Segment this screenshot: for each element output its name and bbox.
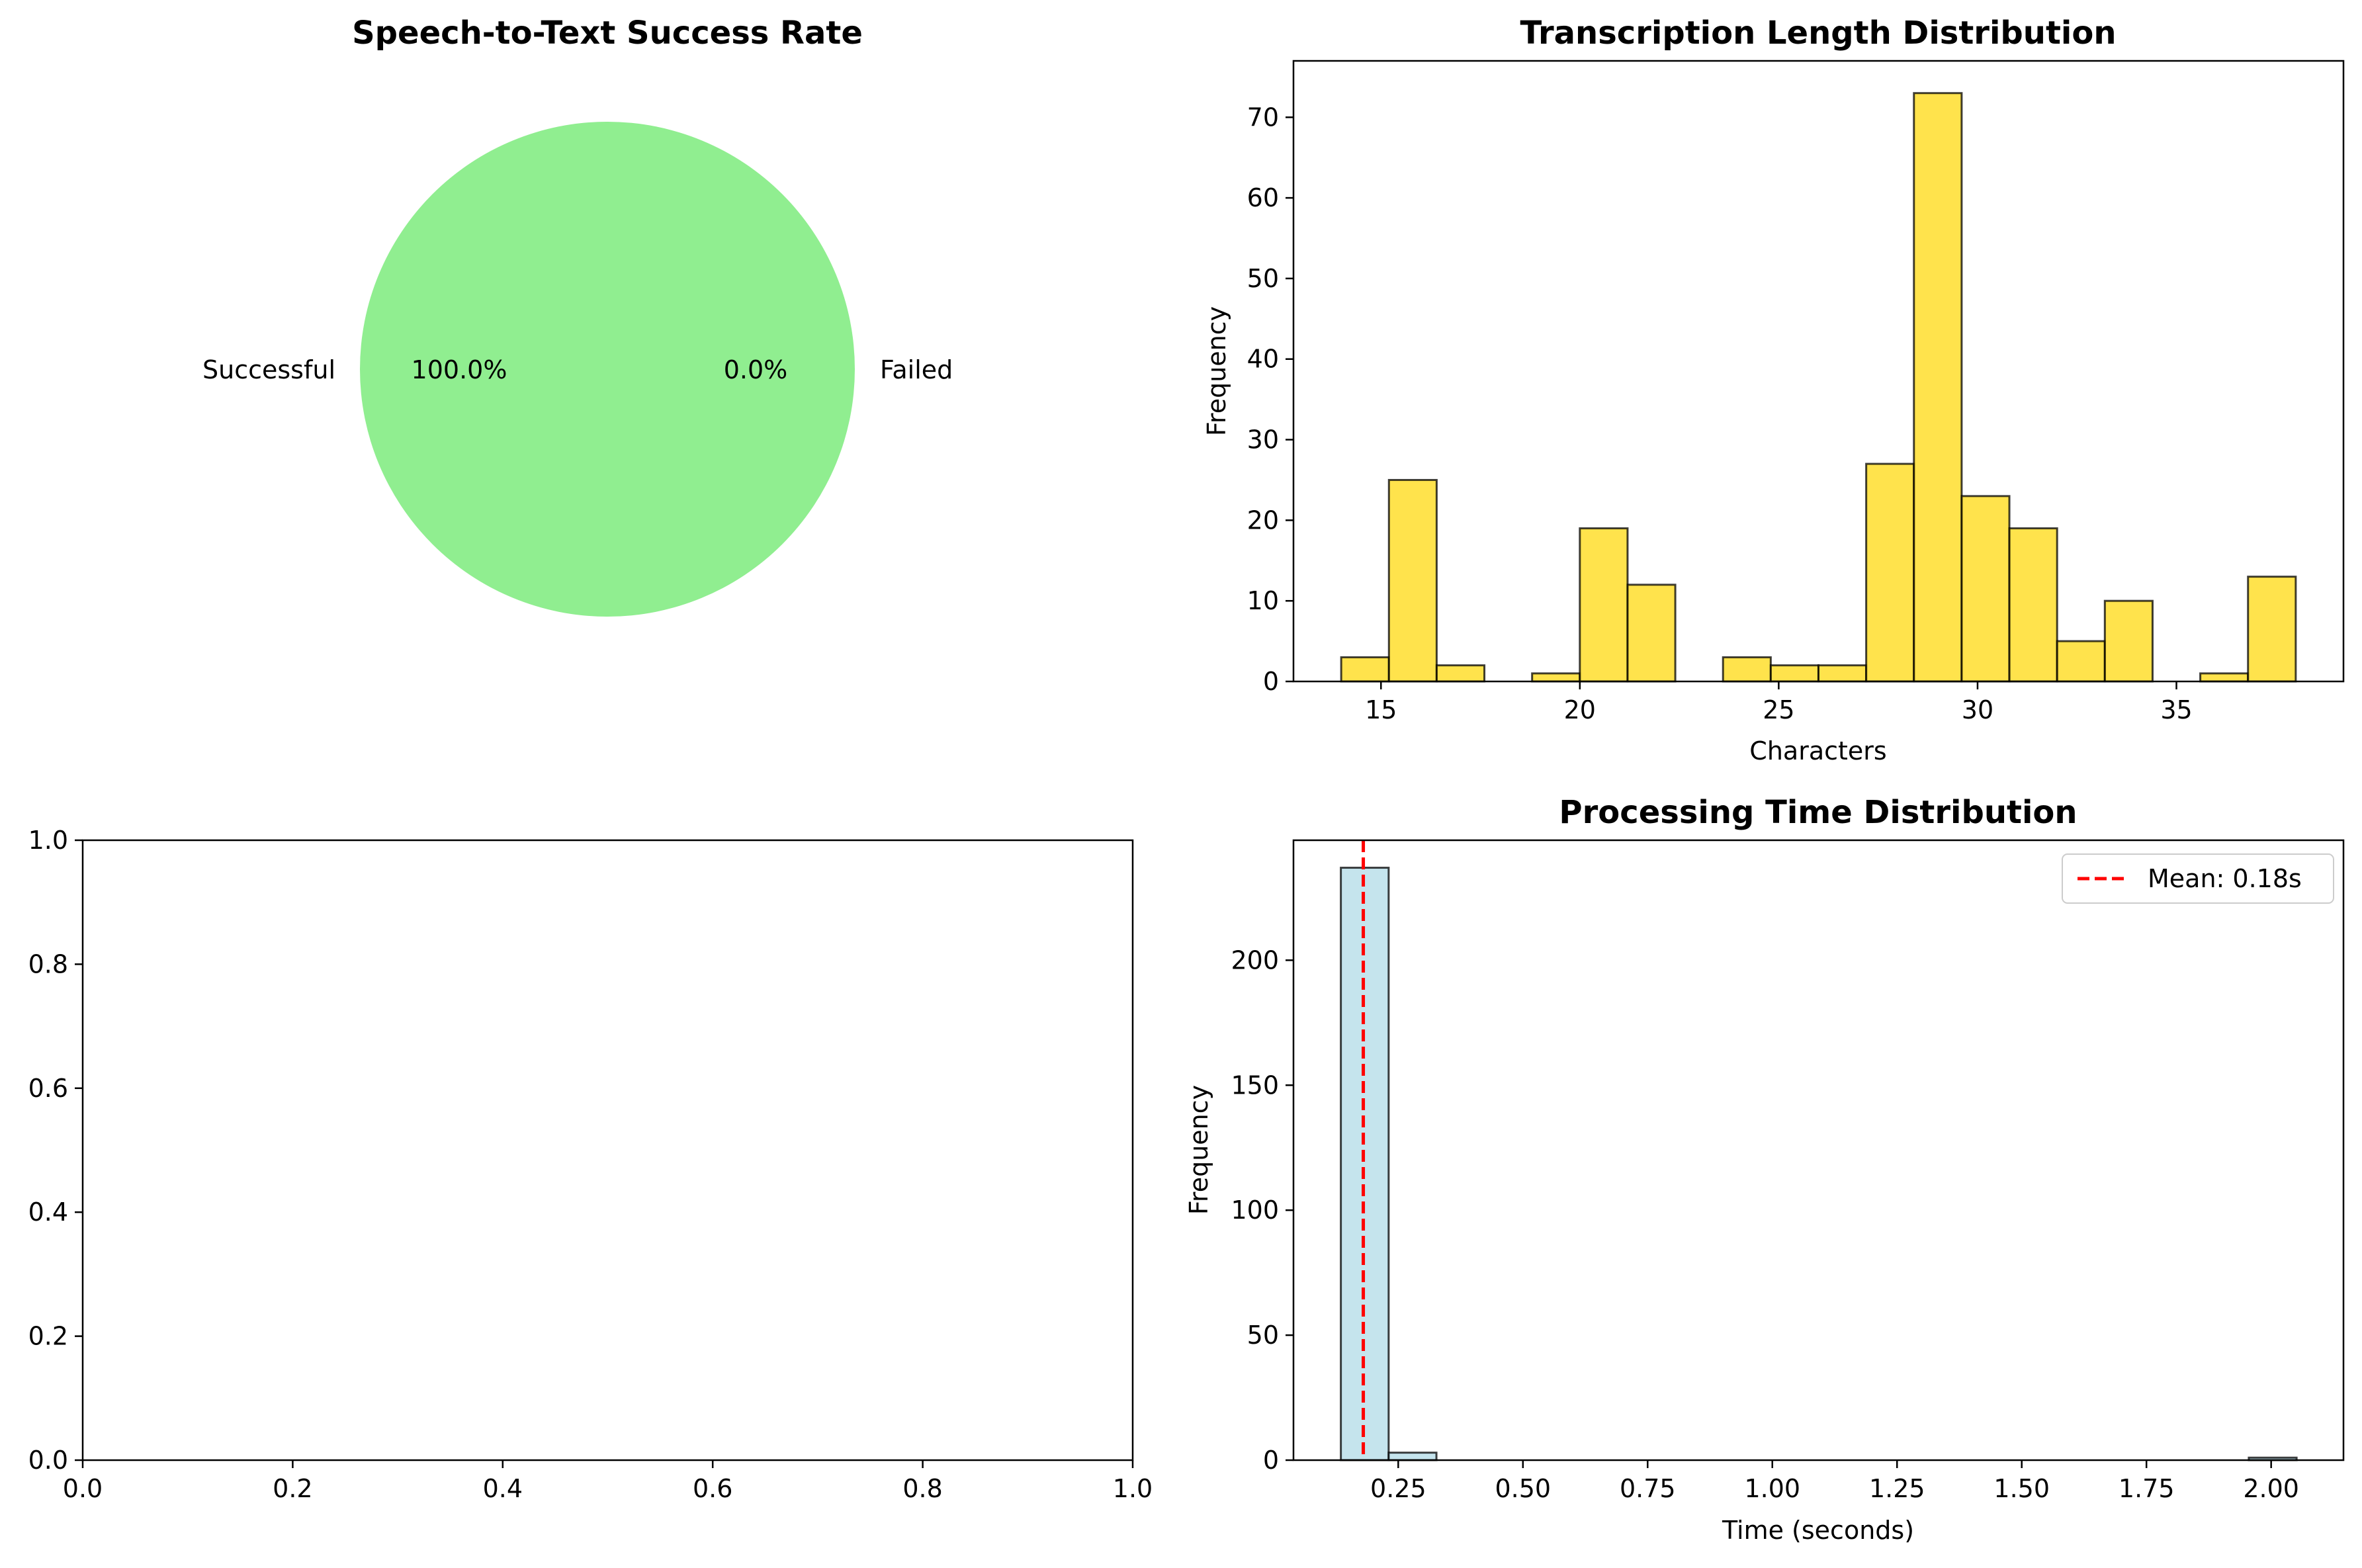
- time-hist-ticks: 0.25 0.50 0.75 1.00 1.25 1.50 1.75 2.00 0 50 100 15…: [1231, 945, 2299, 1503]
- length-hist-ytick-label: 50: [1247, 264, 1279, 293]
- time-hist-ytick-label: 0: [1263, 1446, 1279, 1475]
- length-hist-ytick-label: 70: [1247, 103, 1279, 132]
- length-hist-bar: [1626, 584, 1677, 683]
- empty-axes-ytick-label: 0.6: [28, 1074, 68, 1103]
- length-hist-xtick-label: 30: [1962, 695, 1993, 724]
- time-hist-xtick-label: 0.25: [1370, 1474, 1426, 1503]
- length-hist-xtick-label: 35: [2160, 695, 2192, 724]
- length-hist-xlabel: Characters: [1749, 736, 1886, 765]
- length-hist-bar: [2247, 576, 2297, 683]
- empty-axes-ytick-label: 0.2: [28, 1322, 68, 1351]
- time-hist-ytick-label: 200: [1231, 945, 1279, 975]
- length-hist-bar: [1579, 527, 1629, 683]
- length-hist-ytick-label: 20: [1247, 505, 1279, 535]
- time-hist-bars: [1340, 867, 2298, 1461]
- length-hist-ytick-label: 40: [1247, 345, 1279, 374]
- length-hist-title: Transcription Length Distribution: [1520, 15, 2117, 52]
- time-hist-xtick-label: 0.75: [1620, 1474, 1676, 1503]
- length-hist-xtick-label: 20: [1564, 695, 1596, 724]
- length-hist-bars: [1340, 92, 2297, 683]
- legend-box: [2062, 853, 2334, 904]
- time-hist-ylabel: Frequency: [1184, 1085, 1213, 1215]
- time-hist-panel: Processing Time Distribution 0.25 0.50 0.7…: [1184, 794, 2345, 1545]
- time-hist-ytick-label: 150: [1231, 1070, 1279, 1100]
- time-hist-ytick-label: 50: [1247, 1321, 1279, 1350]
- length-hist-bar: [1531, 672, 1581, 683]
- length-hist-ylabel: Frequency: [1202, 306, 1231, 436]
- time-hist-xlabel: Time (seconds): [1722, 1516, 1914, 1545]
- time-hist-bar: [1387, 1452, 1438, 1461]
- empty-axes-xtick-label: 0.8: [902, 1474, 942, 1503]
- pie-slice-successful: [360, 122, 855, 617]
- length-hist-bar: [2056, 640, 2106, 683]
- empty-axes-xtick-label: 1.0: [1113, 1474, 1153, 1503]
- length-hist-ytick-label: 0: [1263, 667, 1279, 696]
- time-hist-frame: [1292, 839, 2345, 1461]
- time-hist-title: Processing Time Distribution: [1559, 794, 2077, 831]
- empty-axes-panel: 0.0 0.2 0.4 0.6 0.8 1.0 0.0 0.2 0.4 0.6 0.8 1.0: [28, 826, 1153, 1503]
- length-hist-xtick-label: 15: [1365, 695, 1397, 724]
- time-hist-xtick-label: 1.25: [1869, 1474, 1925, 1503]
- time-hist-xtick-label: 1.75: [2119, 1474, 2175, 1503]
- time-hist-bar: [1340, 867, 1390, 1461]
- length-hist-bar: [2008, 527, 2058, 683]
- empty-axes-ticks: 0.0 0.2 0.4 0.6 0.8 1.0 0.0 0.2 0.4 0.6 0.8 1.0: [28, 826, 1153, 1503]
- length-hist-bar: [2103, 599, 2154, 683]
- empty-axes-xtick-label: 0.6: [693, 1474, 732, 1503]
- empty-axes-xtick-label: 0.4: [483, 1474, 523, 1503]
- time-hist-xtick-label: 2.00: [2243, 1474, 2299, 1503]
- length-hist-ytick-label: 30: [1247, 425, 1279, 455]
- empty-axes-ytick-label: 0.4: [28, 1198, 68, 1227]
- empty-axes-ytick-label: 0.8: [28, 949, 68, 979]
- empty-axes-frame: [81, 839, 1134, 1461]
- pie-label-successful: Successful: [202, 355, 335, 384]
- length-hist-bar: [1722, 656, 1772, 683]
- empty-axes-ytick-label: 0.0: [28, 1446, 68, 1475]
- length-hist-bar: [1913, 92, 1963, 683]
- length-hist-bar: [1960, 495, 2011, 683]
- empty-axes-xtick-label: 0.2: [273, 1474, 312, 1503]
- length-hist-bar: [1769, 664, 1819, 683]
- length-hist-ytick-label: 60: [1247, 183, 1279, 212]
- length-hist-xtick-label: 25: [1763, 695, 1794, 724]
- length-hist-ticks: 15 20 25 30 35 0 10 20 30 40 50 60 70: [1247, 103, 2193, 724]
- length-hist-bar: [1340, 656, 1390, 683]
- time-hist-xtick-label: 1.00: [1744, 1474, 1800, 1503]
- length-hist-bar: [1435, 664, 1486, 683]
- legend-mean-label: Mean: 0.18s: [2148, 864, 2302, 893]
- pie-label-failed: Failed: [880, 355, 953, 384]
- pie-pct-failed: 0.0%: [724, 355, 788, 384]
- pie-pct-successful: 100.0%: [412, 355, 507, 384]
- time-hist-xtick-label: 0.50: [1495, 1474, 1551, 1503]
- empty-axes-ytick-label: 1.0: [28, 826, 68, 855]
- length-hist-bar: [1387, 478, 1438, 683]
- pie-title: Speech-to-Text Success Rate: [352, 15, 863, 52]
- length-hist-ytick-label: 10: [1247, 586, 1279, 615]
- length-hist-bar: [1865, 462, 1915, 683]
- time-hist-xtick-label: 1.50: [1993, 1474, 2050, 1503]
- length-hist-panel: Transcription Length Distribution 15 20 25…: [1202, 15, 2345, 765]
- length-hist-bar: [2199, 672, 2250, 683]
- time-hist-ytick-label: 100: [1231, 1196, 1279, 1225]
- length-hist-frame: [1292, 60, 2345, 683]
- pie-panel: Speech-to-Text Success Rate Successful 1…: [202, 15, 953, 617]
- empty-axes-xtick-label: 0.0: [63, 1474, 103, 1503]
- length-hist-bar: [1817, 664, 1868, 683]
- time-hist-legend: Mean: 0.18s: [2062, 853, 2334, 904]
